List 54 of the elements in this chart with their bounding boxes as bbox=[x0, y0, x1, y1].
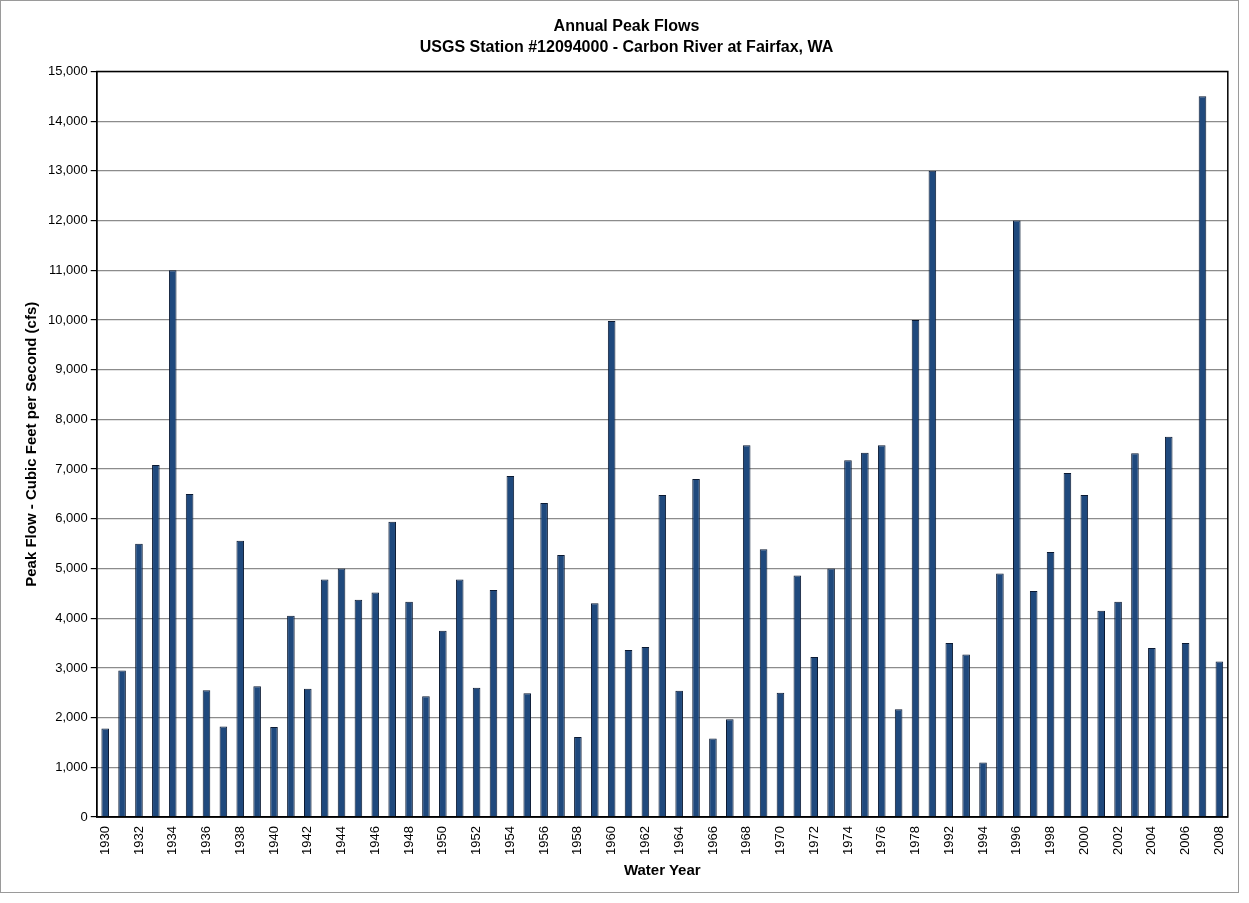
chart-title: Annual Peak Flows bbox=[553, 17, 700, 35]
x-tick-label: 1994 bbox=[974, 826, 990, 855]
y-tick-label: 10,000 bbox=[48, 311, 88, 327]
y-tick-label: 12,000 bbox=[48, 212, 88, 228]
x-tick-label: 1956 bbox=[535, 826, 551, 855]
chart-subtitle: USGS Station #12094000 - Carbon River at Fairfax, WA bbox=[419, 38, 834, 56]
x-tick-label: 2006 bbox=[1177, 826, 1193, 855]
x-tick-label: 1976 bbox=[873, 826, 889, 855]
x-tick-label: 2000 bbox=[1075, 826, 1091, 855]
x-axis-title: Water Year bbox=[623, 861, 701, 879]
x-tick-label: 1962 bbox=[636, 826, 652, 855]
x-tick-label: 1972 bbox=[805, 826, 821, 855]
x-tick-label: 1936 bbox=[198, 826, 214, 855]
x-tick-label: 2004 bbox=[1143, 826, 1159, 855]
x-tick-label: 1940 bbox=[265, 826, 281, 855]
x-tick-label: 1950 bbox=[434, 826, 450, 855]
y-tick-label: 14,000 bbox=[48, 112, 88, 128]
x-tick-label: 1958 bbox=[569, 826, 585, 855]
y-tick-label: 7,000 bbox=[55, 460, 88, 476]
y-tick-label: 2,000 bbox=[55, 709, 88, 725]
x-tick-label: 1964 bbox=[670, 826, 686, 855]
x-tick-label: 1934 bbox=[164, 826, 180, 855]
y-tick-label: 4,000 bbox=[55, 609, 88, 625]
x-tick-label: 2008 bbox=[1210, 826, 1226, 855]
x-tick-label: 1960 bbox=[603, 826, 619, 855]
x-tick-label: 1952 bbox=[468, 826, 484, 855]
x-tick-label: 1968 bbox=[738, 826, 754, 855]
y-tick-label: 9,000 bbox=[55, 361, 88, 377]
y-tick-label: 0 bbox=[80, 808, 88, 824]
x-tick-label: 2002 bbox=[1109, 826, 1125, 855]
x-tick-label: 1996 bbox=[1008, 826, 1024, 855]
x-tick-label: 1954 bbox=[501, 826, 517, 855]
x-tick-label: 1948 bbox=[400, 826, 416, 855]
x-tick-label: 1992 bbox=[940, 826, 956, 855]
y-tick-label: 13,000 bbox=[48, 162, 88, 178]
x-tick-label: 1970 bbox=[772, 826, 788, 855]
y-tick-label: 1,000 bbox=[55, 758, 88, 774]
x-tick-label: 1932 bbox=[130, 826, 146, 855]
y-tick-label: 5,000 bbox=[55, 560, 88, 576]
x-tick-label: 1966 bbox=[704, 826, 720, 855]
x-tick-label: 1978 bbox=[907, 826, 923, 855]
y-tick-label: 3,000 bbox=[55, 659, 88, 675]
x-tick-label: 1944 bbox=[333, 826, 349, 855]
y-tick-label: 11,000 bbox=[48, 261, 88, 277]
y-tick-label: 8,000 bbox=[55, 410, 88, 426]
x-tick-label: 1930 bbox=[96, 826, 112, 855]
x-tick-label: 1942 bbox=[299, 826, 315, 855]
x-tick-label: 1938 bbox=[231, 826, 247, 855]
y-tick-label: 15,000 bbox=[48, 62, 88, 78]
x-tick-label: 1974 bbox=[839, 826, 855, 855]
x-tick-label: 1998 bbox=[1042, 826, 1058, 855]
y-tick-label: 6,000 bbox=[55, 510, 88, 526]
y-axis-title: Peak Flow - Cubic Feet per Second (cfs) bbox=[22, 301, 40, 587]
x-tick-label: 1946 bbox=[366, 826, 382, 855]
